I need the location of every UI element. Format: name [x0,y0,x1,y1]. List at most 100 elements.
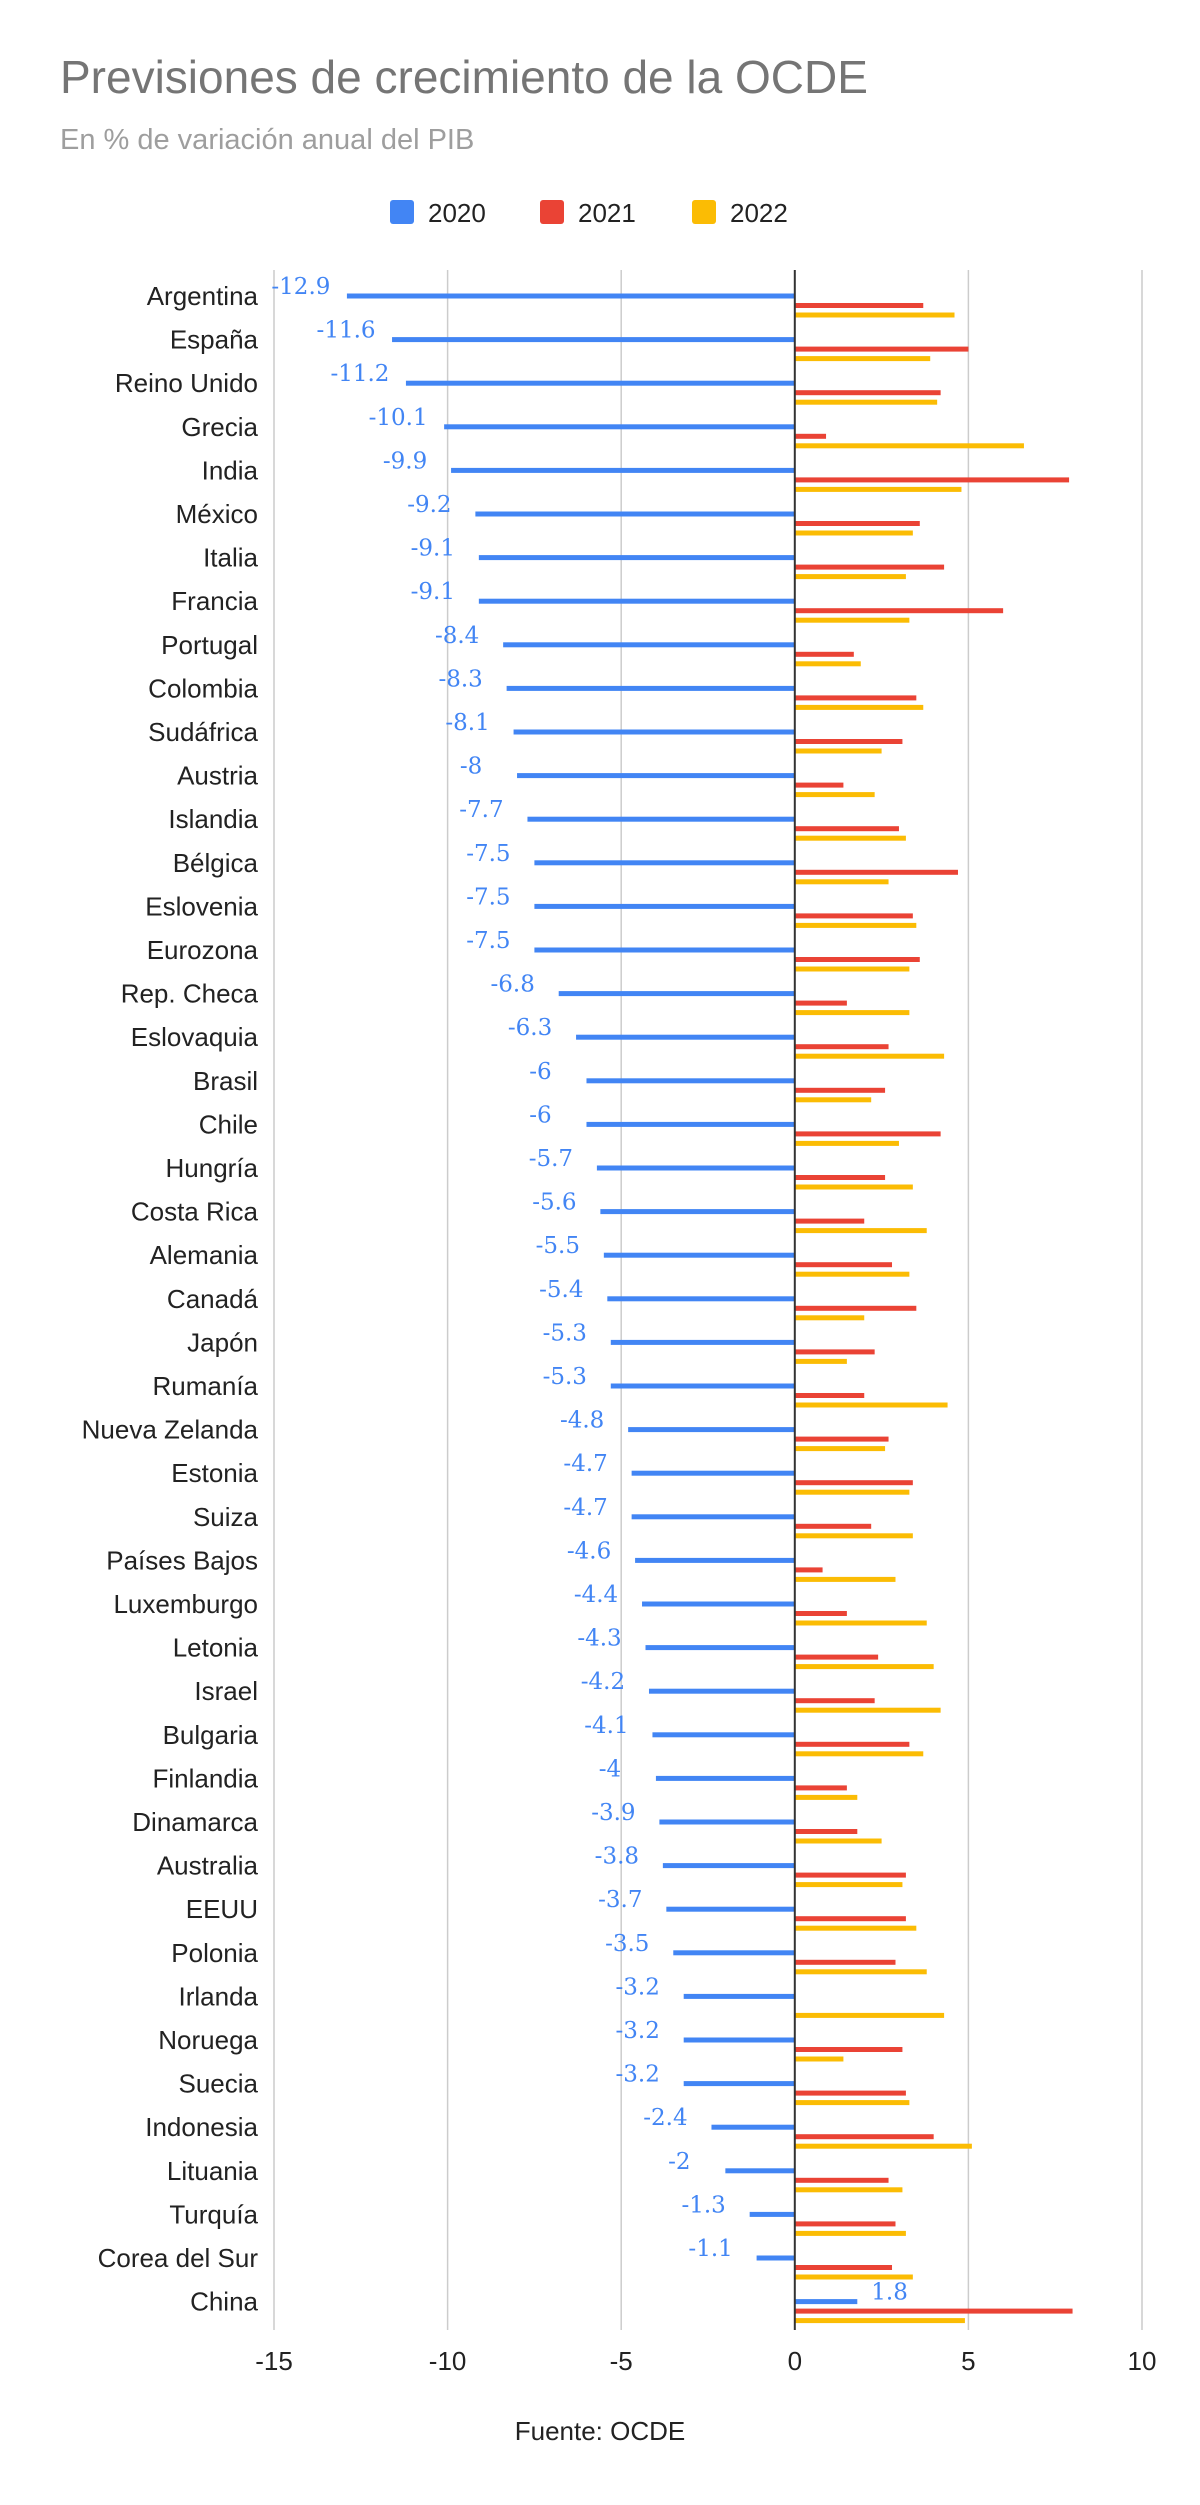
category-label: Bulgaria [163,1720,259,1750]
bar-2020 [600,1209,795,1215]
category-label: Rep. Checa [121,979,259,1009]
category-label: Letonia [173,1633,259,1663]
bar-2021 [794,1741,910,1747]
bar-2021 [794,1000,847,1006]
bar-2022 [794,922,917,928]
category-label: México [176,499,258,529]
bar-2022 [794,443,1024,449]
category-label: Colombia [148,673,258,703]
x-tick-label: -5 [610,2346,633,2376]
bar-2021 [794,2177,889,2183]
bar-2022 [794,1751,924,1757]
data-label-2020: -7.5 [466,841,510,867]
bar-2022 [794,1140,899,1146]
bar-2021 [794,2134,934,2140]
data-label-2020: 1.8 [871,2280,908,2306]
data-label-2020: -11.6 [317,318,376,344]
bar-2022 [794,1794,858,1800]
category-label: EEUU [186,1894,258,1924]
data-label-2020: -4.6 [567,1538,611,1564]
category-label: Islandia [168,804,258,834]
category-label: Suiza [193,1502,259,1532]
bar-2022 [794,1446,886,1452]
bar-2021 [794,1654,879,1660]
bar-2022 [794,356,931,362]
bar-2020 [725,2168,795,2174]
category-label: India [202,455,259,485]
category-label: Alemania [150,1240,259,1270]
bar-2020 [558,991,795,997]
category-label: Japón [187,1327,258,1357]
bar-2020 [596,1165,795,1171]
bar-2020 [631,1470,795,1476]
data-label-2020: -2 [668,2149,690,2175]
data-label-2020: -4.2 [581,1669,625,1695]
bar-2020 [478,598,795,604]
bar-2021 [794,869,958,875]
bar-2022 [794,1315,865,1321]
category-label: Lituania [167,2156,259,2186]
data-label-2020: -8 [460,754,482,780]
bar-2021 [794,957,920,962]
data-label-2020: -1.3 [681,2192,725,2218]
category-label: Dinamarca [132,1807,258,1837]
chart-title: Previsiones de crecimiento de la OCDE [60,51,868,103]
category-label: Bélgica [173,848,259,878]
bar-2020 [749,2211,795,2217]
legend: 2020 2021 2022 [390,198,788,228]
bar-2021 [794,913,913,919]
bar-2021 [794,1959,896,1965]
category-label: Turquía [169,2199,258,2229]
bar-2020 [513,729,795,735]
bar-2021 [794,1436,889,1442]
legend-swatch-2022 [692,200,716,224]
data-label-2020: -7.5 [466,928,510,954]
data-labels: -12.9 -11.6 -11.2 -10.1 -9.9 -9.2 -9.1 -9.1 -8.4… [271,274,907,2306]
bar-2021 [794,433,827,439]
legend-swatch-2021 [540,200,564,224]
x-tick-label: 10 [1128,2346,1157,2376]
category-label: Rumanía [153,1371,259,1401]
data-label-2020: -3.2 [616,1974,660,2000]
data-label-2020: -6 [529,1102,551,1128]
bar-2021 [794,782,844,788]
legend-label-2022: 2022 [730,198,788,228]
bar-2021 [794,1218,865,1224]
bar-2021 [794,1262,893,1268]
bar-2022 [794,1228,927,1234]
bar-2020 [534,903,795,909]
x-tick-label: -15 [255,2346,293,2376]
data-label-2020: -4.8 [560,1408,604,1434]
data-label-2020: -11.2 [330,361,389,387]
bar-2022 [794,1620,927,1626]
bar-2021 [794,651,854,657]
category-label: Brasil [193,1066,258,1096]
bar-2020 [603,1252,795,1258]
data-label-2020: -5.4 [539,1277,583,1303]
bar-2022 [794,1184,913,1190]
bar-2020 [756,2255,795,2261]
data-label-2020: -6 [529,1059,551,1085]
bar-2022 [794,1838,882,1844]
bar-2020 [392,337,795,343]
legend-swatch-2020 [390,200,414,224]
category-label: Noruega [158,2025,258,2055]
category-label: Polonia [171,1938,258,1968]
x-tick-label: 5 [961,2346,975,2376]
category-label: Nueva Zelanda [82,1415,259,1445]
bar-2022 [794,1402,948,1408]
chart-subtitle: En % de variación anual del PIB [60,124,475,156]
data-label-2020: -9.9 [383,448,427,474]
bar-2022 [794,2187,903,2193]
data-label-2020: -3.2 [616,2018,660,2044]
bar-2020 [610,1383,795,1389]
bar-2022 [794,486,962,492]
data-label-2020: -8.4 [435,623,479,649]
bar-2021 [794,564,945,570]
data-label-2020: -4 [599,1756,621,1782]
category-labels: Argentina España Reino Unido Grecia India Méx… [82,281,259,2317]
category-label: Australia [157,1851,259,1881]
data-label-2020: -5.3 [543,1364,587,1390]
data-label-2020: -1.1 [688,2236,732,2262]
